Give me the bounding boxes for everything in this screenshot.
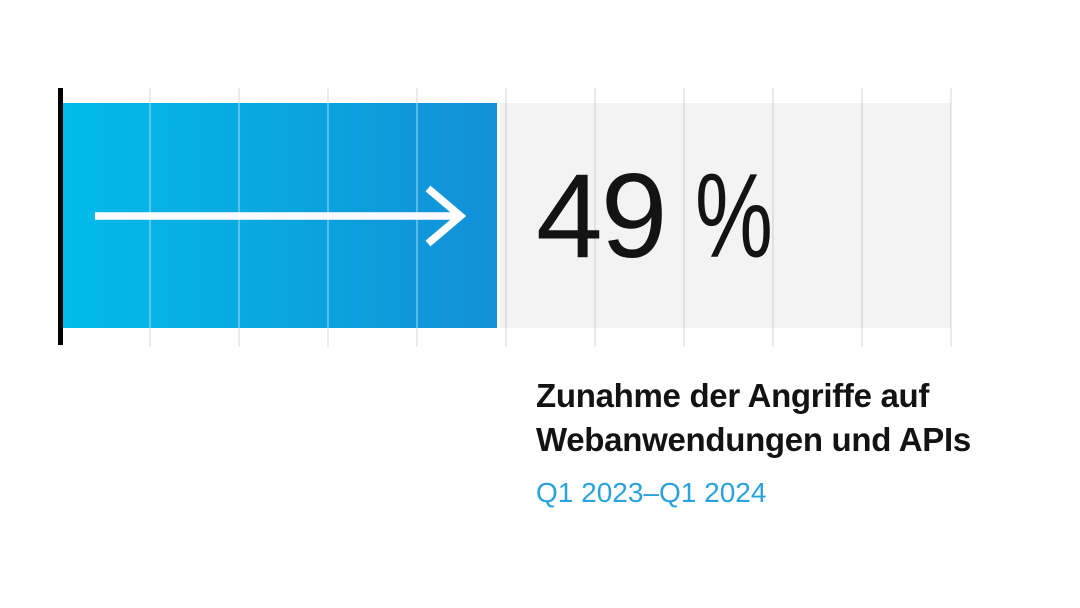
- value-label: 49 %: [536, 103, 802, 328]
- gridline: [772, 88, 774, 347]
- gridline: [950, 88, 952, 347]
- percent-sign: %: [695, 148, 774, 283]
- baseline-axis: [58, 88, 63, 345]
- gridline: [683, 88, 685, 347]
- gridline: [594, 88, 596, 347]
- chart-title-line-2: Webanwendungen und APIs: [536, 421, 971, 458]
- right-arrow-icon: [95, 185, 467, 246]
- chart-title: Zunahme der Angriffe auf Webanwendungen …: [536, 374, 971, 462]
- progress-bar: [63, 103, 501, 328]
- value-number: 49: [536, 148, 667, 283]
- chart-title-line-1: Zunahme der Angriffe auf: [536, 377, 930, 414]
- date-range-label: Q1 2023–Q1 2024: [536, 477, 767, 508]
- gridline: [505, 88, 507, 347]
- gridline: [861, 88, 863, 347]
